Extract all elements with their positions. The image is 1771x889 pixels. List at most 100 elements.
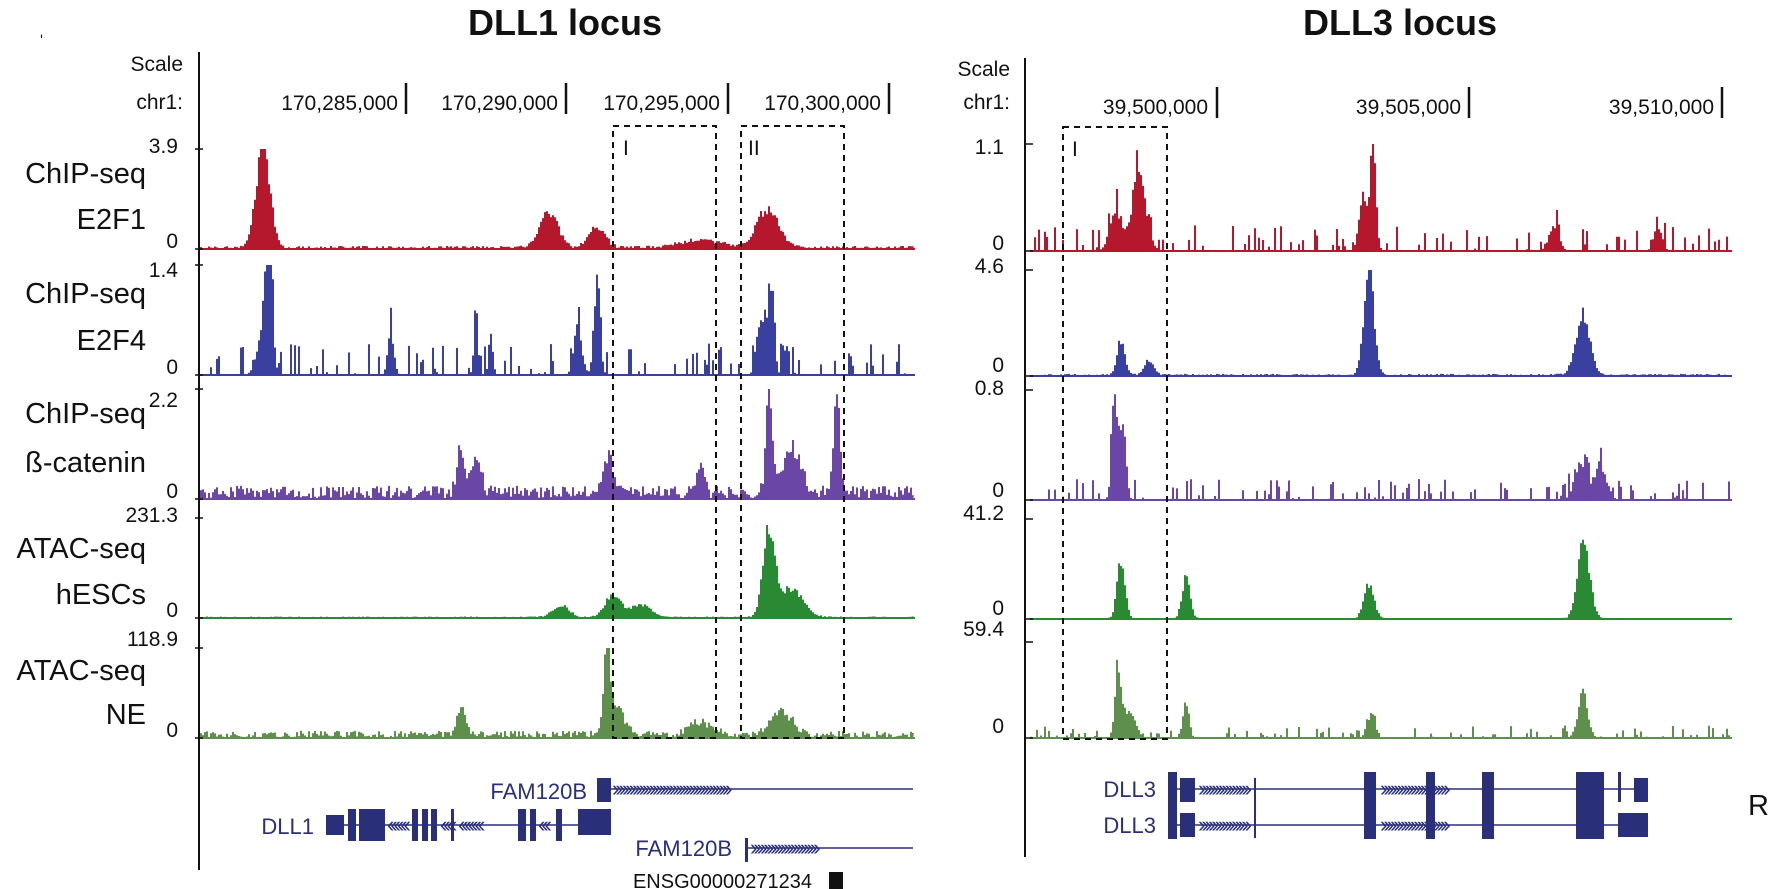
dll3-region-label-1: I	[1072, 138, 1078, 161]
gene-label-fam120b-1: FAM120B	[490, 779, 587, 804]
gene-strand-arrows: ›››››››››››››››››››››››››››››››››››	[612, 776, 732, 801]
dll3-track-4-max: 41.2	[963, 502, 1004, 525]
gene-exon	[1634, 778, 1648, 802]
dll3-track-1-min: 0	[992, 232, 1004, 255]
dll1-track-3-min: 0	[166, 480, 178, 503]
coverage-signal-track-4	[200, 525, 914, 618]
dll3-title: DLL3 locus	[1303, 2, 1497, 43]
track-2-name-line2: E2F4	[77, 325, 146, 357]
track-5-name-line2: NE	[106, 699, 146, 731]
coverage-signal-track-3	[200, 389, 914, 499]
track-5-name-line1: ATAC-seq	[17, 655, 146, 687]
dll1-coord-1: 170,285,000	[281, 92, 398, 115]
dll3-track-5-max: 59.4	[963, 618, 1004, 641]
coverage-signal-track-2	[1030, 270, 1732, 376]
gene-exon	[597, 778, 611, 802]
gene-exon	[348, 809, 356, 841]
gene-label-dll3-1: DLL3	[1103, 777, 1156, 802]
gene-exon	[422, 809, 428, 841]
coverage-signal-track-2	[200, 265, 914, 375]
coverage-signal-track-5	[1030, 659, 1732, 738]
gene-label-dll1: DLL1	[261, 814, 314, 839]
cropped-edge-label: RI	[1748, 790, 1771, 822]
coverage-signal-track-4	[1030, 539, 1732, 619]
corner-mark: ˈ	[38, 32, 45, 55]
dll3-coord-1: 39,500,000	[1103, 96, 1208, 119]
dll1-scale-label: Scale	[130, 53, 183, 76]
gene-exon	[530, 809, 536, 841]
gene-exon	[1618, 772, 1621, 802]
dll3-track-5-min: 0	[992, 715, 1004, 738]
dll1-track-2-max: 1.4	[149, 259, 179, 282]
track-1-name-line1: ChIP-seq	[25, 158, 146, 190]
gene-exon	[1618, 813, 1648, 837]
gene-exon	[1180, 778, 1195, 802]
dll1-track-5-max: 118.9	[127, 628, 178, 651]
track-1-name-line2: E2F1	[77, 204, 146, 236]
coverage-signal-track-1	[1030, 144, 1732, 251]
dll1-coord-2: 170,290,000	[441, 92, 558, 115]
dll1-chrom-label: chr1:	[136, 91, 183, 114]
track-2-name-line1: ChIP-seq	[25, 278, 146, 310]
dll3-coord-3: 39,510,000	[1609, 96, 1714, 119]
gene-exon	[1364, 772, 1376, 839]
gene-label-dll3-2: DLL3	[1103, 813, 1156, 838]
track-4-name-line1: ATAC-seq	[17, 533, 146, 565]
gene-exon	[1576, 772, 1604, 839]
track-3-name-line1: ChIP-seq	[25, 398, 146, 430]
dll3-tracks	[1025, 143, 1732, 739]
dll3-track-2-max: 4.6	[975, 255, 1004, 278]
dll1-track-2-min: 0	[166, 356, 178, 379]
dll3-region-box-1	[1062, 126, 1168, 740]
dll1-region-box-1	[612, 125, 717, 739]
gene-strand-arrows: ‹‹‹‹‹‹‹	[458, 812, 485, 837]
gene-label-ensg: ENSG00000271234	[633, 871, 812, 889]
dll1-coord-4: 170,300,000	[764, 92, 881, 115]
coverage-signal-track-3	[1030, 394, 1732, 500]
gene-exon	[1180, 813, 1195, 837]
gene-exon	[1426, 772, 1435, 839]
gene-strand-arrows: ››››››››››››››››››››	[1380, 812, 1450, 837]
gene-exon	[556, 809, 562, 841]
gene-exon	[1482, 772, 1494, 839]
dll1-tracks	[195, 148, 915, 739]
dll3-track-3-max: 0.8	[975, 377, 1004, 400]
coverage-signal-track-1	[200, 149, 914, 249]
gene-strand-arrows: ››››››››››››››››››››	[750, 835, 820, 860]
dll3-scale-label: Scale	[957, 58, 1010, 81]
dll1-region-label-1: I	[623, 137, 629, 160]
dll1-coord-3: 170,295,000	[603, 92, 720, 115]
gene-exon	[745, 838, 748, 862]
dll1-track-3-max: 2.2	[149, 389, 178, 412]
track-4-name-line2: hESCs	[56, 579, 146, 611]
track-3-name-line2: ß-catenin	[25, 447, 146, 479]
gene-strand-arrows: ›››››››››››››››	[1198, 812, 1252, 837]
gene-exon	[431, 809, 437, 841]
dll1-track-1-min: 0	[166, 230, 178, 253]
dll3-chrom-label: chr1:	[963, 91, 1010, 114]
dll3-track-4-min: 0	[992, 597, 1004, 620]
gene-exon	[518, 809, 526, 841]
dll1-title: DLL1 locus	[468, 2, 662, 43]
coverage-signal-track-5	[200, 648, 914, 738]
dll1-track-5-min: 0	[166, 719, 178, 742]
dll1-region-box-2	[740, 125, 845, 739]
gene-exon	[412, 809, 418, 841]
dll1-track-4-min: 0	[166, 599, 178, 622]
gene-exon	[829, 872, 843, 889]
dll1-track-4-max: 231.3	[125, 504, 178, 527]
dll1-gene-annotations: FAM120B ››››››››››››››››››››››››››››››››…	[261, 776, 913, 889]
dll3-track-2-min: 0	[992, 354, 1004, 377]
gene-exon	[578, 809, 611, 835]
dll3-coord-2: 39,505,000	[1356, 96, 1461, 119]
gene-strand-arrows: ›››››››››››››››	[1198, 776, 1252, 801]
dll3-track-3-min: 0	[992, 479, 1004, 502]
gene-label-fam120b-2: FAM120B	[635, 836, 732, 861]
gene-exon	[326, 815, 344, 835]
gene-exon	[359, 809, 385, 841]
dll3-gene-annotations: DLL3 DLL3 ››››››››››››››› ››››››››››››››…	[1103, 772, 1771, 839]
gene-exon	[1254, 778, 1256, 838]
dll3-track-1-max: 1.1	[975, 136, 1004, 159]
gene-exon	[451, 809, 454, 841]
